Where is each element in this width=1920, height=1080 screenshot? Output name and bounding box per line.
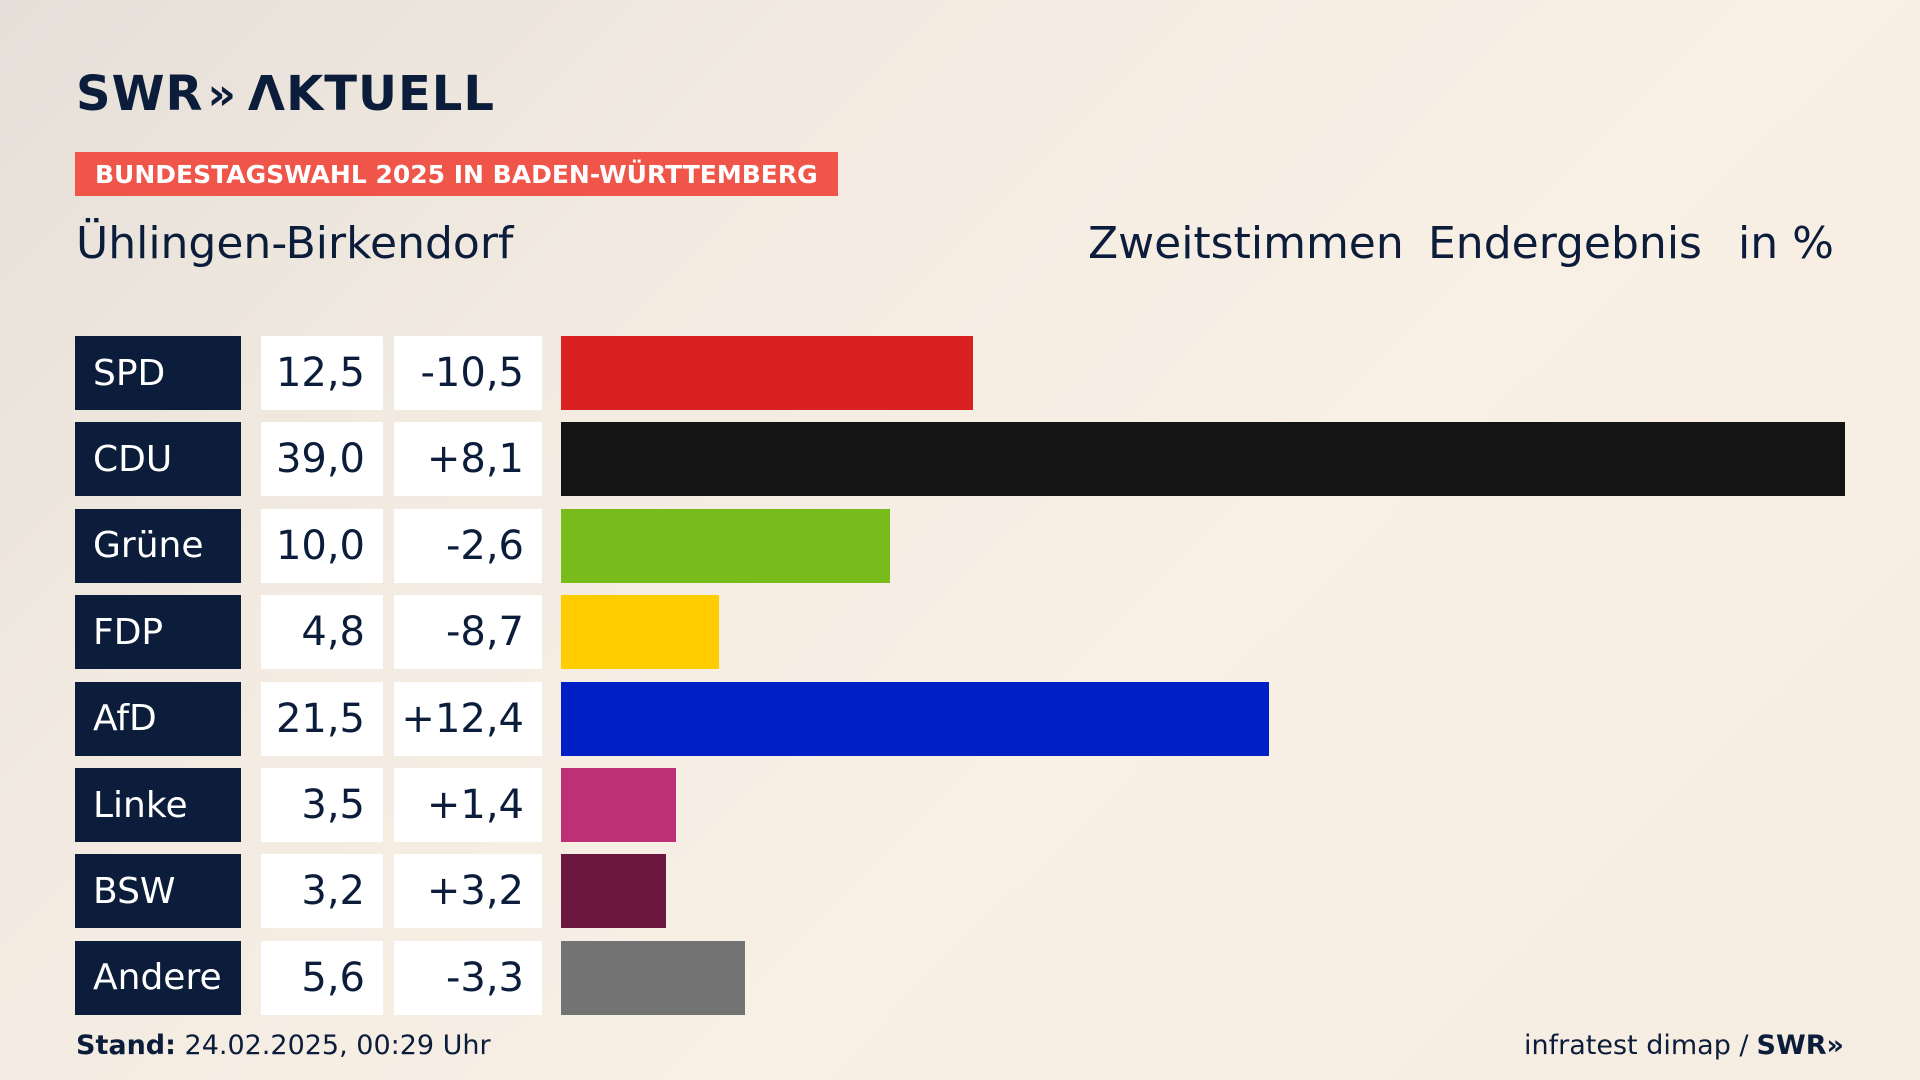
party-label: Grüne [75,508,241,583]
party-bar [561,940,746,1015]
timestamp: Stand: 24.02.2025, 00:29 Uhr [76,1030,491,1061]
party-label: CDU [75,422,241,497]
logo-swr: SWR [76,66,204,122]
party-bar [561,854,667,929]
party-bar [561,336,973,410]
party-bar [561,508,891,583]
source-text: infratest dimap / [1524,1030,1749,1061]
header-vote-type: Zweitstimmen [1088,218,1404,269]
result-row: SPD 12,5 -10,5 [75,336,1855,410]
header-status: Endergebnis [1428,218,1702,269]
party-label: FDP [75,595,241,670]
party-label: Andere [75,940,241,1015]
source-swr-logo: SWR» [1756,1030,1844,1061]
logo-chevrons: » [207,68,236,120]
party-value: 21,5 [261,681,383,756]
party-label: AfD [75,681,241,756]
party-value: 4,8 [261,595,383,670]
party-value: 12,5 [261,336,383,410]
party-label: BSW [75,854,241,929]
timestamp-value: 24.02.2025, 00:29 Uhr [184,1030,491,1061]
party-value: 39,0 [261,422,383,497]
result-row: Linke 3,5 +1,4 [75,768,1855,842]
party-bar [561,595,720,670]
result-row: CDU 39,0 +8,1 [75,422,1855,497]
header-unit: in % [1738,218,1834,269]
party-value: 3,2 [261,854,383,929]
result-row: AfD 21,5 +12,4 [75,681,1855,756]
party-diff: -8,7 [394,595,542,670]
source-credit: infratest dimap / SWR» [1524,1030,1844,1061]
timestamp-label: Stand: [76,1030,176,1061]
party-bar [561,422,1845,497]
result-row: Andere 5,6 -3,3 [75,940,1855,1015]
party-diff: -3,3 [394,940,542,1015]
party-value: 5,6 [261,940,383,1015]
result-row: FDP 4,8 -8,7 [75,595,1855,670]
swr-aktuell-logo: SWR » ΛKTUELL [76,66,495,122]
logo-section: ΛKTUELL [247,66,495,122]
party-value: 3,5 [261,768,383,842]
party-bar [561,681,1269,756]
party-diff: -2,6 [394,508,542,583]
election-banner: BUNDESTAGSWAHL 2025 IN BADEN-WÜRTTEMBERG [75,152,838,196]
party-label: Linke [75,768,241,842]
party-label: SPD [75,336,241,410]
place-title: Ühlingen-Birkendorf [76,218,514,269]
result-row: Grüne 10,0 -2,6 [75,508,1855,583]
party-diff: +12,4 [394,681,542,756]
result-row: BSW 3,2 +3,2 [75,854,1855,929]
party-bar [561,768,677,842]
party-diff: +3,2 [394,854,542,929]
party-value: 10,0 [261,508,383,583]
party-diff: +1,4 [394,768,542,842]
party-diff: +8,1 [394,422,542,497]
party-diff: -10,5 [394,336,542,410]
